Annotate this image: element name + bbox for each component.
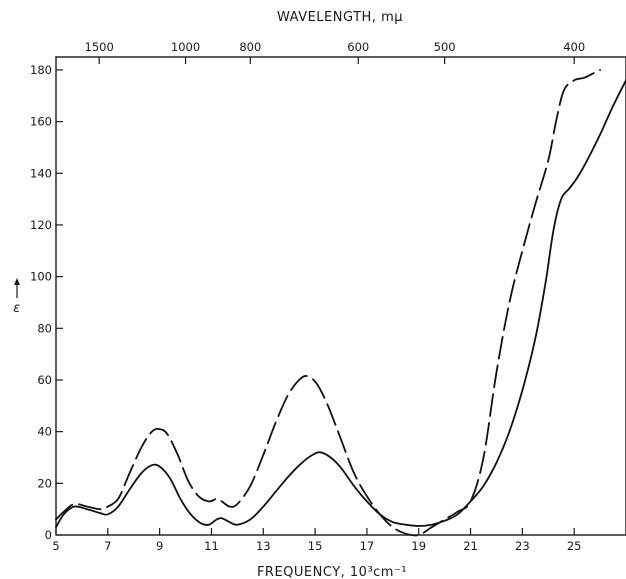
x-tick-label: 21 xyxy=(463,539,478,553)
top-wavelength-tick-labels: 1500 1000 800 600 500 400 xyxy=(85,40,586,54)
y-tick-label: 160 xyxy=(30,115,52,129)
y-tick-label: 80 xyxy=(37,321,52,335)
top-tick-label: 400 xyxy=(563,40,585,54)
top-tick-label: 500 xyxy=(434,40,456,54)
y-tick-label: 60 xyxy=(37,373,52,387)
x-tick-label: 9 xyxy=(156,539,163,553)
x-tick-label: 25 xyxy=(567,539,582,553)
x-axis-title: FREQUENCY, 10³cm⁻¹ xyxy=(257,565,407,579)
solid-series-line xyxy=(55,79,626,529)
series-layer xyxy=(55,69,626,537)
y-tick-label: 120 xyxy=(30,218,52,232)
x-tick-label: 23 xyxy=(515,539,530,553)
top-tick-label: 1000 xyxy=(171,40,200,54)
y-tick-label: 100 xyxy=(30,270,52,284)
top-tick-label: 800 xyxy=(239,40,261,54)
x-tick-label: 15 xyxy=(308,539,323,553)
y-tick-label: 180 xyxy=(30,63,52,77)
top-tick-label: 1500 xyxy=(85,40,114,54)
y-tick-label: 0 xyxy=(45,528,52,542)
x-tick-label: 19 xyxy=(411,539,426,553)
x-tick-label: 11 xyxy=(204,539,219,553)
top-axis-title: WAVELENGTH, mμ xyxy=(277,10,403,25)
x-tick-label: 17 xyxy=(360,539,375,553)
x-tick-labels: 5 7 9 11 13 15 17 19 21 23 25 xyxy=(52,539,581,553)
x-tick-label: 5 xyxy=(52,539,59,553)
dashed-series-line xyxy=(55,69,601,537)
y-axis-arrow-head xyxy=(14,278,20,285)
top-tick-label: 600 xyxy=(347,40,369,54)
y-axis-title: ε xyxy=(13,301,21,316)
axis-ticks xyxy=(55,57,575,536)
y-tick-label: 40 xyxy=(37,425,52,439)
y-tick-labels: 0 20 40 60 80 100 120 140 160 180 xyxy=(30,63,52,542)
x-tick-label: 7 xyxy=(104,539,111,553)
y-tick-label: 20 xyxy=(37,476,52,490)
y-axis-title-group: ε xyxy=(13,278,21,316)
plot-frame xyxy=(55,56,626,536)
x-tick-label: 13 xyxy=(256,539,271,553)
y-tick-label: 140 xyxy=(30,166,52,180)
